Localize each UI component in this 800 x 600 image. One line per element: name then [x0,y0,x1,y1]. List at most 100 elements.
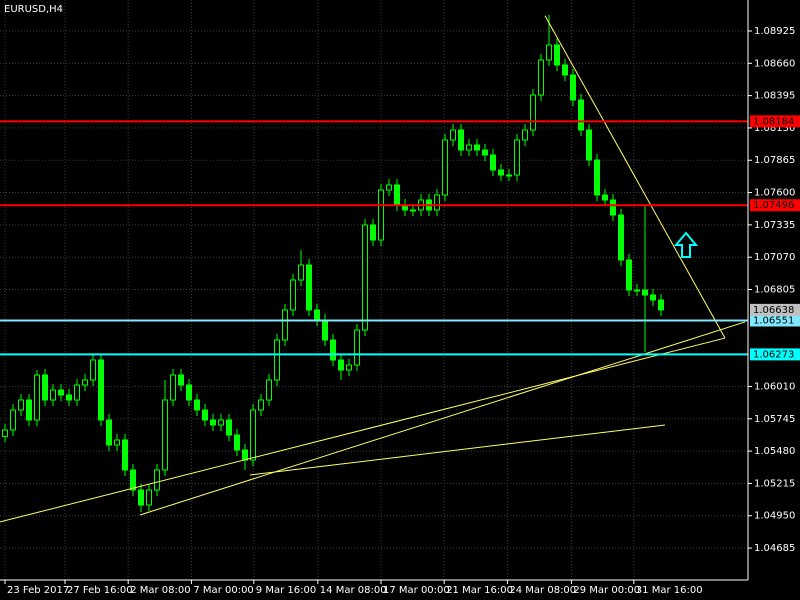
candle-body [194,399,200,411]
candle-body [82,379,88,386]
candle-body [450,129,456,141]
y-tick-label: 1.08925 [754,26,795,37]
candle-body [466,144,472,151]
candle-body [66,394,72,401]
candle-body [34,374,40,421]
candle-body [490,154,496,171]
candle-body [594,159,600,196]
candle-body [474,144,480,151]
candle-body [354,329,360,366]
candle-body [602,194,608,201]
candle-body [146,489,152,506]
candle-body [322,319,328,341]
candle-body [202,409,208,421]
candle-body [154,469,160,491]
x-tick-label: 27 Feb 16:00 [67,585,133,596]
y-tick-label: 1.04950 [754,511,795,522]
candle-body [482,149,488,156]
candle-body [554,44,560,66]
candle-body [162,399,168,471]
trend-line [249,424,666,476]
candle-body [658,299,664,311]
candle-body [74,384,80,401]
x-tick-label: 14 Mar 08:00 [320,585,387,596]
x-tick-label: 9 Mar 16:00 [256,585,316,596]
candle-body [618,214,624,261]
x-tick-label: 2 Mar 08:00 [130,585,190,596]
y-tick-label: 1.07070 [754,252,795,263]
candle-body [114,439,120,446]
candle-body [442,139,448,196]
candle-body [98,359,104,421]
candle-body [186,384,192,401]
candle-body [578,99,584,131]
x-tick-label: 17 Mar 00:00 [383,585,450,596]
candle-body [130,469,136,491]
plot [0,15,748,523]
candle-body [634,289,640,292]
trend-line [0,337,726,523]
y-tick-label: 1.08395 [754,91,795,102]
candle-body [290,279,296,311]
level-label-box [750,348,800,361]
candle-body [530,94,536,131]
candle-body [458,129,464,151]
candle-body [370,224,376,241]
candle-body [538,59,544,96]
level-label: 1.06273 [753,349,794,360]
candle-body [562,64,568,76]
candle-body [122,439,128,471]
level-label-box [750,314,800,327]
candle-body [266,379,272,401]
candle-body [250,409,256,461]
candle-body [506,174,512,177]
y-tick-label: 1.08130 [754,123,795,134]
candle-body [626,259,632,291]
level-label-box [750,199,800,212]
candle-body [282,309,288,341]
candle-body [642,289,648,296]
candle-body [58,389,64,396]
candle-body [90,359,96,381]
axes: 1.08925 1.08660 1.08395 1.08130 1.07865 1.076… [4,26,800,596]
current-price-box [750,303,800,316]
level-label: 1.08184 [753,116,794,127]
x-tick-label: 21 Mar 16:00 [446,585,513,596]
y-tick-label: 1.05745 [754,414,795,425]
candle-body [50,389,56,401]
candle-body [218,419,224,426]
candle-body [650,294,656,301]
candle-body [26,399,32,421]
level-label: 1.07496 [753,200,794,211]
candle-body [18,399,24,411]
candle-body [338,359,344,371]
candle-body [138,489,144,506]
candle-body [106,419,112,446]
candle-body [378,189,384,241]
candle-body [242,449,248,461]
y-tick-label: 1.06805 [754,285,795,296]
candle-body [362,224,368,331]
candle-body [410,209,416,212]
y-tick-label: 1.07600 [754,188,795,199]
candle-body [274,339,280,381]
candle-body [514,139,520,176]
candle-body [586,129,592,161]
candle-body [498,169,504,176]
x-tick-label: 24 Mar 08:00 [509,585,576,596]
y-tick-label: 1.04685 [754,543,795,554]
trend-line [544,15,726,339]
candle-body [306,264,312,311]
candle-body [10,409,16,431]
candle-body [258,399,264,411]
candle-body [546,44,552,61]
candle-body [178,374,184,386]
y-tick-label: 1.05215 [754,478,795,489]
candle-body [330,339,336,361]
candle-body [434,194,440,211]
candle-body [226,419,232,436]
y-tick-label: 1.06010 [754,381,795,392]
candle-body [394,184,400,206]
candle-body [210,419,216,426]
